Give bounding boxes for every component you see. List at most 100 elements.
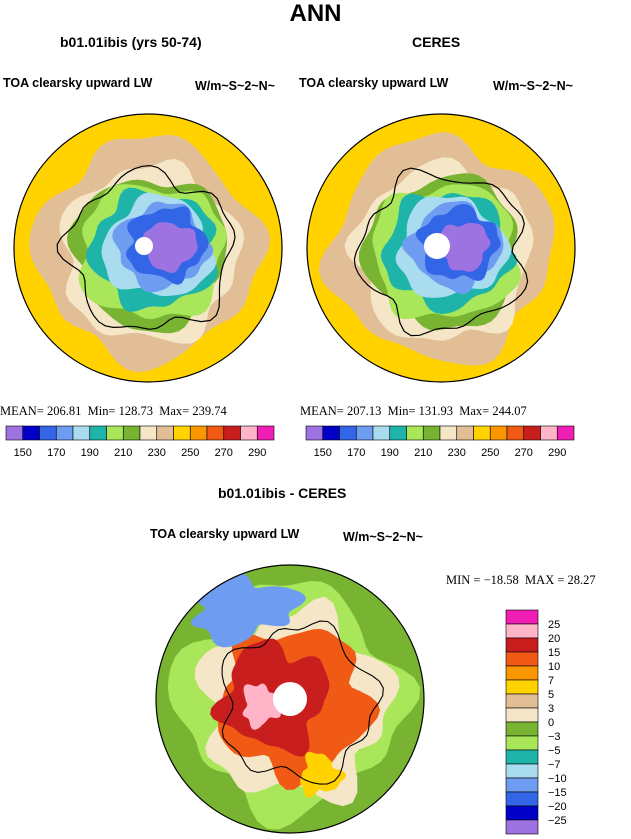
panel2-min-value: 131.93 [419, 404, 453, 418]
colorbar-tick-290: 290 [548, 447, 566, 459]
diff-min-value: −18.58 [484, 573, 519, 587]
colorbar-box-220 [440, 426, 457, 440]
colorbar-box-160 [40, 426, 57, 440]
colorbar-box-270 [524, 426, 541, 440]
colorbar-tick-11: −10 [548, 773, 567, 785]
colorbar-tick-170: 170 [47, 447, 65, 459]
colorbar-box-10 [506, 750, 538, 764]
colorbar-tick-290: 290 [248, 447, 266, 459]
colorbar-box-220 [140, 426, 157, 440]
colorbar-box-5 [506, 680, 538, 694]
colorbar-tick-230: 230 [148, 447, 166, 459]
diff-stats: MIN = −18.58 MAX = 28.27 [446, 573, 596, 588]
colorbar-box-280 [241, 426, 258, 440]
colorbar-box-200 [107, 426, 124, 440]
panel2-stats: MEAN= 207.13 Min= 131.93 Max= 244.07 [300, 404, 527, 419]
colorbar-box-160 [340, 426, 357, 440]
panel1-min-value: 128.73 [119, 404, 153, 418]
panel1-title: b01.01ibis (yrs 50-74) [60, 34, 202, 50]
colorbar-tick-6: 3 [548, 703, 554, 715]
panel2-title: CERES [412, 34, 460, 50]
colorbar-box-14 [506, 806, 538, 820]
colorbar-box-250 [490, 426, 507, 440]
colorbar-box-260 [207, 426, 224, 440]
colorbar-box-260 [507, 426, 524, 440]
colorbar-box-230 [157, 426, 174, 440]
diff-max-value: 28.27 [568, 573, 596, 587]
colorbar-tick-10: −7 [548, 759, 561, 771]
colorbar-box-250 [190, 426, 207, 440]
panel1-max-label: Max= [159, 404, 189, 418]
colorbar-tick-7: 0 [548, 717, 554, 729]
colorbar-tick-1: 20 [548, 633, 560, 645]
panel2-mean-label: MEAN= [300, 404, 344, 418]
colorbar-box-150 [323, 426, 340, 440]
pole-hole [273, 682, 307, 716]
colorbar-box-240 [174, 426, 191, 440]
colorbar-box-210 [123, 426, 140, 440]
colorbar-box-230 [457, 426, 474, 440]
panel2-units: W/m~S~2~N~ [493, 79, 573, 93]
colorbar-box-210 [423, 426, 440, 440]
panel2-colorbar: 150 170 190 210 230 250 270 290 [300, 424, 590, 458]
colorbar-box-4 [506, 666, 538, 680]
panel1-colorbar: 150 170 190 210 230 250 270 290 [0, 424, 290, 458]
colorbar-tick-230: 230 [448, 447, 466, 459]
panel1-mean-label: MEAN= [0, 404, 44, 418]
colorbar-box-150 [23, 426, 40, 440]
colorbar-box-13 [506, 792, 538, 806]
colorbar-tick-9: −5 [548, 745, 561, 757]
colorbar-box-280 [541, 426, 558, 440]
diff-colorbar: 252015107530−3−5−7−10−15−20−25 [506, 608, 586, 838]
colorbar-box-140 [306, 426, 323, 440]
diff-map [150, 553, 430, 839]
panel2-variable: TOA clearsky upward LW [299, 76, 448, 90]
colorbar-tick-3: 10 [548, 661, 560, 673]
colorbar-tick-250: 250 [481, 447, 499, 459]
colorbar-tick-8: −3 [548, 731, 561, 743]
colorbar-tick-5: 5 [548, 689, 554, 701]
colorbar-tick-4: 7 [548, 675, 554, 687]
diff-title: b01.01ibis - CERES [218, 485, 346, 501]
colorbar-box-3 [506, 652, 538, 666]
colorbar-box-180 [373, 426, 390, 440]
colorbar-box-190 [390, 426, 407, 440]
panel2-mean-value: 207.13 [347, 404, 381, 418]
colorbar-box-170 [56, 426, 73, 440]
colorbar-box-200 [407, 426, 424, 440]
panel2-map [303, 104, 579, 396]
colorbar-tick-270: 270 [515, 447, 533, 459]
colorbar-box-290 [257, 426, 274, 440]
colorbar-box-270 [224, 426, 241, 440]
colorbar-box-240 [474, 426, 491, 440]
colorbar-box-12 [506, 778, 538, 792]
colorbar-tick-190: 190 [81, 447, 99, 459]
colorbar-tick-0: 25 [548, 619, 560, 631]
colorbar-tick-150: 150 [314, 447, 332, 459]
colorbar-box-170 [356, 426, 373, 440]
colorbar-box-11 [506, 764, 538, 778]
colorbar-tick-150: 150 [14, 447, 32, 459]
panel2-max-label: Max= [459, 404, 489, 418]
colorbar-tick-250: 250 [181, 447, 199, 459]
colorbar-tick-13: −20 [548, 801, 567, 813]
colorbar-box-0 [506, 610, 538, 624]
colorbar-tick-12: −15 [548, 787, 567, 799]
colorbar-tick-2: 15 [548, 647, 560, 659]
panel2-min-label: Min= [388, 404, 416, 418]
panel1-max-value: 239.74 [192, 404, 226, 418]
pole-hole [135, 237, 153, 255]
panel1-map [10, 104, 286, 396]
panel1-min-label: Min= [88, 404, 116, 418]
pole-hole [424, 233, 450, 259]
diff-units: W/m~S~2~N~ [343, 530, 423, 544]
colorbar-box-9 [506, 736, 538, 750]
panel2-max-value: 244.07 [492, 404, 526, 418]
colorbar-tick-210: 210 [114, 447, 132, 459]
colorbar-box-15 [506, 820, 538, 834]
colorbar-box-7 [506, 708, 538, 722]
colorbar-tick-190: 190 [381, 447, 399, 459]
colorbar-box-190 [90, 426, 107, 440]
main-title: ANN [0, 0, 631, 28]
diff-variable: TOA clearsky upward LW [150, 527, 299, 541]
